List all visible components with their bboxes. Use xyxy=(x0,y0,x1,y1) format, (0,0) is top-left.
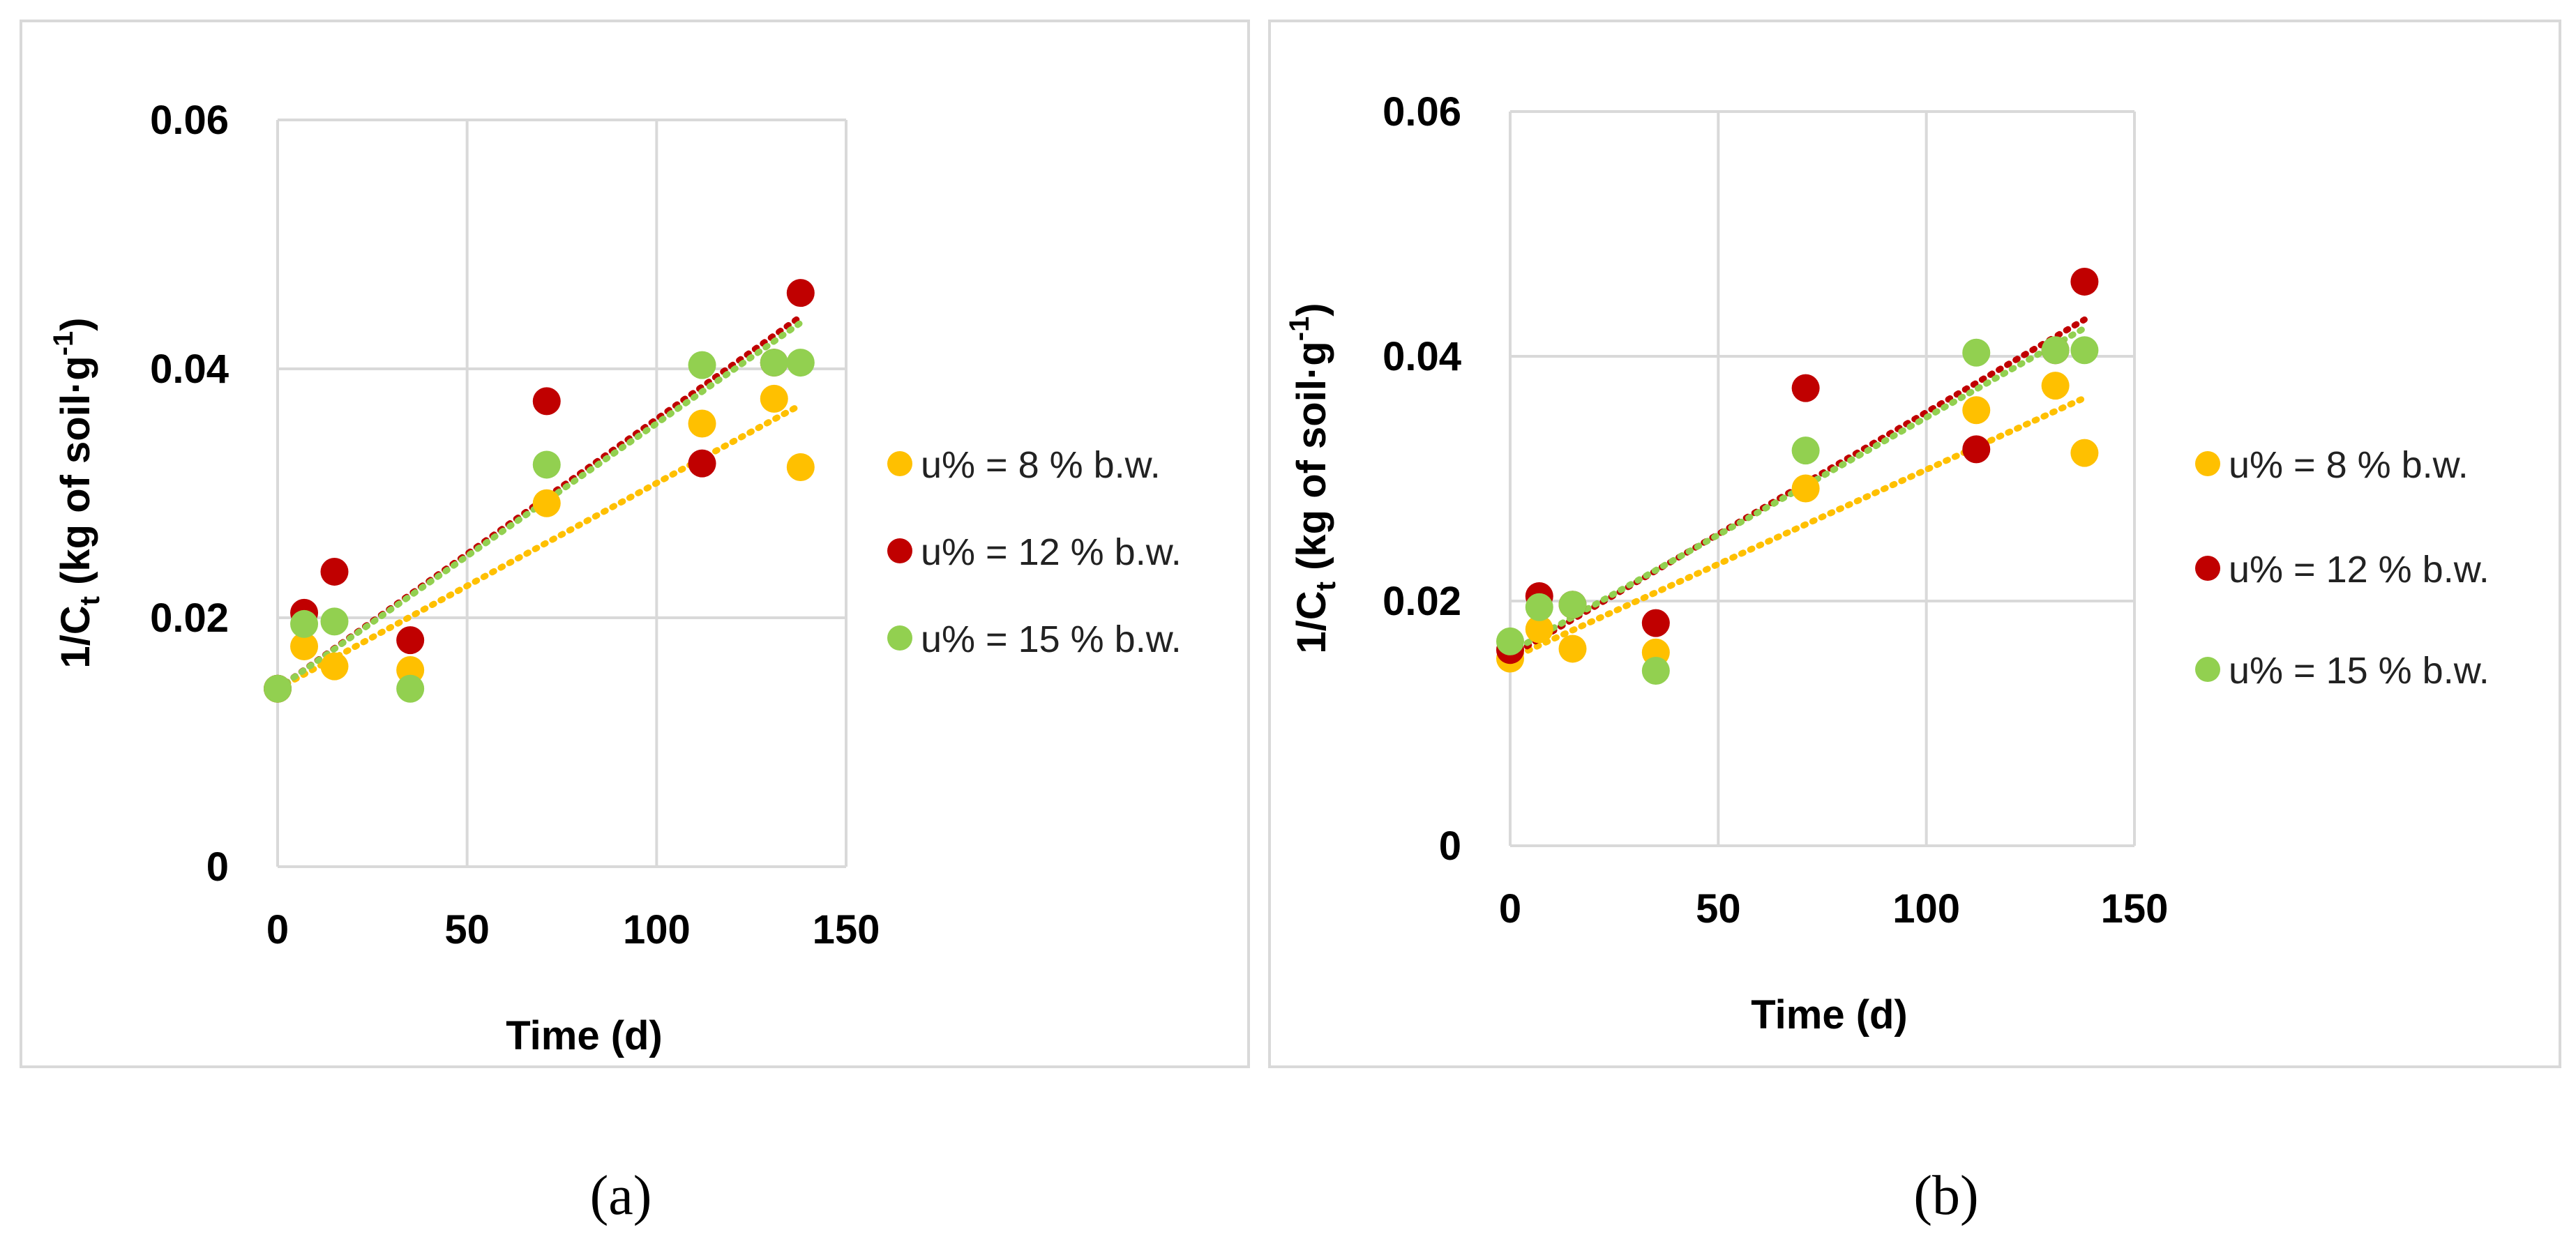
legend-marker-series-0 xyxy=(2195,451,2220,476)
data-point-series-1 xyxy=(1791,374,1820,402)
x-tick-label: 100 xyxy=(1892,886,1960,932)
data-point-series-2 xyxy=(1496,627,1524,655)
x-tick-label: 0 xyxy=(1499,886,1521,932)
y-tick-label: 0.02 xyxy=(1383,579,1461,624)
data-point-series-0 xyxy=(532,489,561,517)
x-tick-label: 150 xyxy=(813,907,880,952)
legend-label-series-1: u% = 12 % b.w. xyxy=(2229,549,2490,591)
x-tick-label: 100 xyxy=(623,907,691,952)
x-tick-label: 50 xyxy=(1696,886,1741,932)
x-tick-label: 0 xyxy=(266,907,289,952)
data-point-series-1 xyxy=(396,626,425,655)
data-point-series-2 xyxy=(1525,593,1553,621)
data-point-series-0 xyxy=(688,409,716,438)
y-axis-title: 1/Ct (kg of soil·g-1) xyxy=(1284,303,1341,653)
x-tick-label: 50 xyxy=(444,907,490,952)
data-point-series-2 xyxy=(688,351,716,379)
legend-marker-series-1 xyxy=(887,538,912,563)
data-point-series-1 xyxy=(1641,609,1670,637)
y-axis-title-text: (kg of soil·g xyxy=(1289,341,1334,582)
y-axis-title-sup: -1 xyxy=(48,331,79,356)
legend-label-series-0: u% = 8 % b.w. xyxy=(921,444,1161,486)
data-point-series-1 xyxy=(786,279,815,307)
x-tick-label: 150 xyxy=(2101,886,2169,932)
data-point-series-1 xyxy=(532,387,561,416)
chart-frame xyxy=(20,20,1250,1068)
y-axis-title-main: 1/C xyxy=(53,605,98,668)
trendline-series-0 xyxy=(274,402,804,692)
y-axis-title-end: ) xyxy=(53,317,98,331)
y-axis-title: 1/Ct (kg of soil·g-1) xyxy=(48,317,105,668)
x-axis-title: Time (d) xyxy=(1751,992,1908,1038)
legend-label-series-0: u% = 8 % b.w. xyxy=(2229,444,2469,486)
data-point-series-0 xyxy=(290,632,319,661)
y-tick-label: 0.06 xyxy=(1383,89,1461,135)
data-point-series-2 xyxy=(760,349,788,377)
data-point-series-0 xyxy=(1962,396,1991,425)
legend-marker-series-2 xyxy=(887,625,912,651)
y-tick-label: 0.04 xyxy=(1383,334,1461,379)
data-point-series-0 xyxy=(1791,474,1820,503)
y-axis-title-text: (kg of soil·g xyxy=(53,356,98,596)
chart-panel-b: 0 50 100 150 0 0.02 0.04 0.06 Time (d) 1/Ct (kg o… xyxy=(1268,20,2561,1068)
data-point-series-2 xyxy=(1558,591,1587,619)
data-point-series-1 xyxy=(320,557,349,586)
data-point-series-2 xyxy=(786,349,815,377)
data-point-series-0 xyxy=(1525,615,1553,644)
data-point-series-0 xyxy=(786,453,815,482)
data-point-series-2 xyxy=(264,674,292,703)
data-point-series-0 xyxy=(760,384,788,413)
caption-b: (b) xyxy=(1913,1165,1979,1226)
legend-label-series-2: u% = 15 % b.w. xyxy=(921,618,1182,660)
chart-panel-a: 0 50 100 150 0 0.02 0.04 0.06 Time (d) 1/Ct (kg o… xyxy=(20,20,1250,1068)
data-point-series-2 xyxy=(2041,336,2070,365)
x-axis-title: Time (d) xyxy=(506,1013,663,1058)
data-point-series-2 xyxy=(396,674,425,703)
y-axis-title-sub: t xyxy=(1311,582,1341,591)
y-tick-label: 0.06 xyxy=(150,98,229,143)
legend-marker-series-1 xyxy=(2195,556,2220,581)
data-point-series-2 xyxy=(290,609,319,638)
y-tick-label: 0 xyxy=(1439,823,1461,869)
data-point-series-2 xyxy=(532,450,561,479)
data-point-series-2 xyxy=(1791,436,1820,465)
y-tick-label: 0.02 xyxy=(150,595,229,641)
legend-marker-series-2 xyxy=(2195,657,2220,682)
y-axis-title-end: ) xyxy=(1289,303,1334,316)
y-tick-label: 0 xyxy=(206,844,229,890)
legend-label-series-2: u% = 15 % b.w. xyxy=(2229,650,2490,692)
trendline-series-0 xyxy=(1507,395,2088,662)
data-point-series-0 xyxy=(1558,635,1587,663)
chart-frame xyxy=(1268,20,2561,1068)
data-point-series-0 xyxy=(2070,439,2099,467)
data-point-series-1 xyxy=(2070,267,2099,296)
y-axis-title-main: 1/C xyxy=(1289,591,1334,653)
data-point-series-2 xyxy=(320,607,349,636)
y-axis-title-sub: t xyxy=(75,596,105,605)
data-point-series-0 xyxy=(2041,372,2070,400)
legend-label-series-1: u% = 12 % b.w. xyxy=(921,531,1182,573)
data-point-series-1 xyxy=(688,449,716,478)
legend-marker-series-0 xyxy=(887,451,912,476)
data-point-series-2 xyxy=(1962,338,1991,367)
data-point-series-2 xyxy=(2070,336,2099,365)
data-point-series-1 xyxy=(1962,435,1991,464)
y-tick-label: 0.04 xyxy=(150,347,229,392)
y-axis-title-sup: -1 xyxy=(1284,317,1315,342)
data-point-series-2 xyxy=(1641,657,1670,685)
caption-a: (a) xyxy=(589,1165,652,1226)
data-point-series-0 xyxy=(320,652,349,681)
